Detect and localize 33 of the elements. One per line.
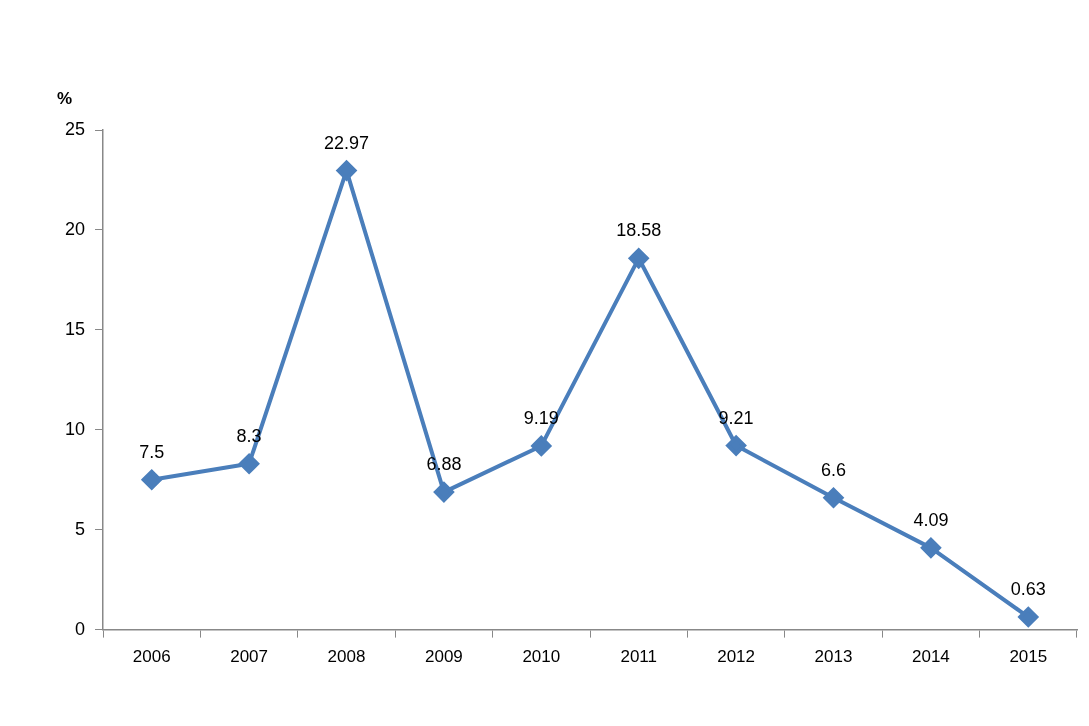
point [531, 435, 552, 456]
data-label: 0.63 [1010, 578, 1046, 599]
x-tick-label: 2014 [911, 647, 950, 667]
x-tick-label: 2015 [1009, 647, 1048, 667]
y-tick-label: 15 [64, 318, 86, 339]
y-tick-label: 0 [75, 618, 86, 639]
point [239, 453, 260, 474]
data-label: 18.58 [616, 220, 662, 241]
data-label: 7.5 [139, 441, 165, 462]
y-tick-label: 5 [75, 518, 86, 539]
x-tick-label: 2011 [620, 647, 657, 667]
point [1018, 607, 1039, 628]
x-tick-label: 2010 [522, 647, 561, 667]
point [433, 482, 454, 503]
data-label: 4.09 [913, 509, 949, 530]
x-tick-label: 2006 [132, 647, 171, 667]
point [920, 537, 941, 558]
y-axis-title: % [57, 89, 73, 109]
x-tick-label: 2008 [327, 647, 366, 667]
data-label: 6.6 [820, 459, 847, 480]
point [141, 469, 162, 490]
data-label: 22.97 [323, 132, 370, 153]
y-tick-label: 25 [64, 118, 86, 139]
point [726, 435, 747, 456]
y-tick-label: 10 [64, 418, 86, 439]
x-tick-label: 2013 [814, 647, 853, 667]
point [823, 487, 844, 508]
x-tick-label: 2007 [230, 647, 269, 667]
x-tick-label: 2012 [717, 647, 756, 667]
point [336, 160, 357, 181]
point [628, 248, 649, 269]
y-tick-label: 20 [64, 218, 86, 239]
x-tick-label: 2009 [425, 647, 463, 667]
